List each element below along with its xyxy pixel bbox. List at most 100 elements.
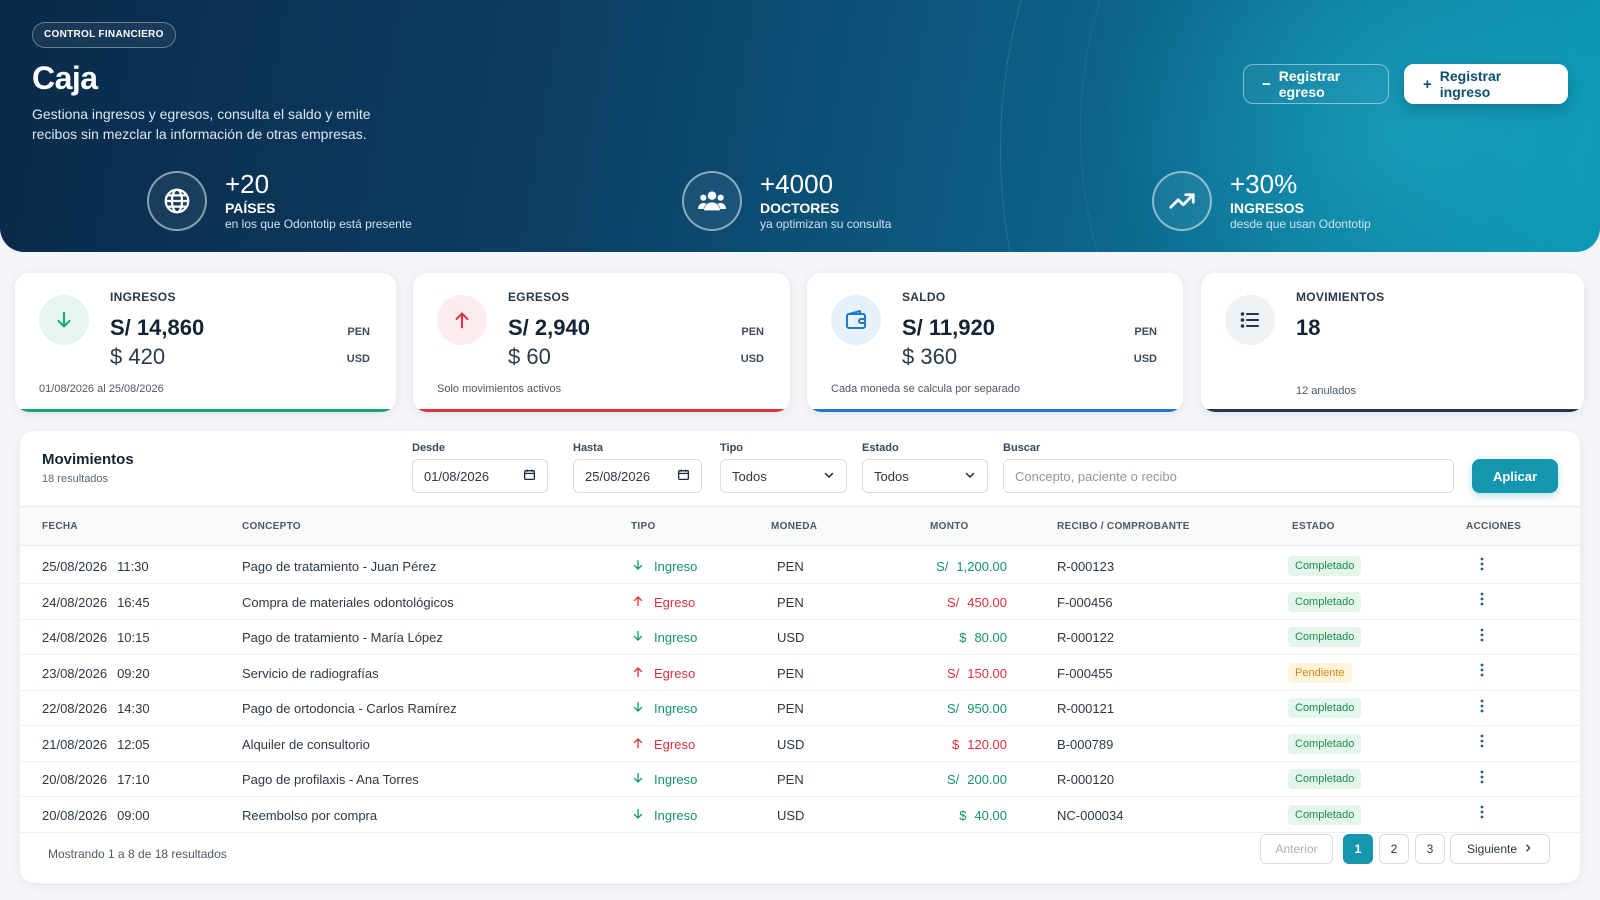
status-badge: Completado [1288, 769, 1362, 789]
table-header: FECHA CONCEPTO TIPO MONEDA MONTO RECIBO … [20, 506, 1580, 546]
register-income-button[interactable]: + Registrar ingreso [1404, 64, 1568, 104]
status-badge: Completado [1288, 733, 1362, 754]
filter-estado-select[interactable]: Todos [862, 459, 988, 493]
cell-concepto: Pago de profilaxis - Ana Torres [242, 772, 419, 787]
filter-hasta-date[interactable]: 25/08/2026 [573, 459, 702, 493]
calendar-icon [523, 468, 536, 484]
status-badge: Completado [1288, 698, 1362, 718]
arrow-up-icon [632, 595, 644, 610]
cell-tipo-label: Egreso [654, 665, 696, 681]
filter-tipo-select[interactable]: Todos [720, 459, 847, 493]
cell-date: 20/08/2026 [42, 807, 108, 823]
cell-monto: S/950.00 [887, 701, 1007, 716]
cell-recibo[interactable]: F-000456 [1057, 594, 1113, 610]
cell-concepto: Alquiler de consultorio [242, 736, 370, 752]
page-2-button[interactable]: 2 [1379, 834, 1409, 864]
movements-title: Movimientos [42, 451, 134, 468]
kpi-card-ingresos: INGRESOS S/ 14,860 $ 420 PEN USD 01/08/2… [15, 273, 396, 412]
row-actions-menu[interactable] [1472, 556, 1492, 576]
cell-fecha: 22/08/2026 14:30 [42, 701, 150, 716]
cell-tipo: Egreso [632, 595, 695, 610]
cell-date: 21/08/2026 [42, 736, 108, 752]
stat-doctors-value: +4000 [760, 169, 834, 199]
cell-recibo[interactable]: R-000122 [1057, 630, 1115, 645]
apply-filters-button[interactable]: Aplicar [1472, 459, 1558, 493]
filter-desde-date[interactable]: 01/08/2026 [412, 459, 548, 493]
cell-recibo[interactable]: R-000120 [1057, 772, 1115, 787]
stat-countries-value: +20 [225, 169, 270, 199]
row-actions-menu[interactable] [1472, 627, 1492, 647]
cell-date: 23/08/2026 [42, 665, 108, 681]
page-1-button[interactable]: 1 [1343, 834, 1373, 864]
cell-monto-value: 120.00 [967, 736, 1007, 752]
cell-monto-value: 150.00 [967, 665, 1007, 681]
kpi-saldo-pen: S/ 11,920 [902, 315, 995, 340]
row-actions-menu[interactable] [1472, 805, 1492, 825]
cell-monto: S/1,200.00 [887, 559, 1007, 574]
row-actions-menu[interactable] [1472, 663, 1492, 683]
kebab-icon [1480, 628, 1484, 647]
next-page-button[interactable]: Siguiente [1450, 834, 1550, 864]
cell-monto: $80.00 [887, 630, 1007, 645]
cell-tipo-label: Ingreso [654, 807, 698, 823]
table-row: 24/08/2026 10:15 Pago de tratamiento - Mar… [20, 619, 1580, 655]
wallet-icon [831, 295, 881, 345]
col-fecha: FECHA [42, 521, 78, 532]
status-badge: Completado [1288, 591, 1362, 612]
results-summary: Mostrando 1 a 8 de 18 resultados [48, 847, 227, 861]
table-row: 20/08/2026 09:00 Reembolso por compra Ingre… [20, 797, 1580, 833]
cell-recibo[interactable]: NC-000034 [1057, 807, 1124, 823]
page-3-button[interactable]: 3 [1415, 834, 1445, 864]
cell-time: 17:10 [117, 772, 150, 787]
arrow-down-icon [632, 701, 644, 716]
currency-pen-label: PEN [741, 326, 764, 338]
cell-recibo[interactable]: R-000121 [1057, 701, 1115, 716]
col-acciones: ACCIONES [1466, 521, 1522, 532]
kebab-icon [1480, 770, 1484, 789]
cell-recibo[interactable]: B-000789 [1057, 736, 1114, 752]
calendar-icon [677, 468, 690, 484]
kpi-egresos-usd: $ 60 [508, 344, 551, 369]
kebab-icon [1480, 699, 1484, 718]
kpi-saldo-label: SALDO [902, 290, 946, 304]
currency-usd-label: USD [346, 353, 370, 365]
chevron-down-icon [823, 469, 835, 484]
arrow-down-icon [632, 808, 644, 823]
section-pill: CONTROL FINANCIERO [32, 22, 176, 48]
register-expense-button[interactable]: − Registrar egreso [1243, 64, 1389, 104]
movements-count: 18 resultados [42, 473, 109, 485]
stat-countries-label: PAÍSES [225, 200, 276, 216]
cell-tipo: Ingreso [632, 772, 697, 787]
cell-tipo: Ingreso [632, 701, 697, 716]
cell-fecha: 20/08/2026 09:00 [42, 808, 150, 823]
cell-date: 22/08/2026 [42, 701, 108, 716]
row-actions-menu[interactable] [1472, 592, 1492, 612]
cell-recibo[interactable]: F-000455 [1057, 665, 1113, 681]
kpi-ingresos-pen: S/ 14,860 [110, 315, 205, 340]
cell-monto: $40.00 [887, 808, 1007, 823]
status-badge: Completado [1288, 627, 1362, 647]
stat-countries: +20 PAÍSES en los que Odontotip está pre… [147, 170, 412, 231]
minus-icon: − [1262, 75, 1271, 93]
cell-tipo-label: Ingreso [654, 630, 698, 645]
cell-monto-symbol: S/ [946, 665, 960, 681]
stat-doctors: +4000 DOCTORES ya optimizan su consulta [682, 170, 891, 231]
row-actions-menu[interactable] [1472, 698, 1492, 718]
currency-usd-label: USD [1133, 353, 1157, 365]
chevron-down-icon [964, 469, 976, 484]
stat-countries-sub: en los que Odontotip está presente [225, 217, 412, 231]
row-actions-menu[interactable] [1472, 734, 1492, 754]
row-actions-menu[interactable] [1472, 769, 1492, 789]
hero-banner: CONTROL FINANCIERO Caja Gestiona ingreso… [0, 0, 1600, 252]
search-input[interactable]: Concepto, paciente o recibo [1003, 459, 1454, 493]
table-row: 24/08/2026 16:45 Compra de materiales odon… [20, 584, 1580, 620]
table-row: 21/08/2026 12:05 Alquiler de consultorio Eg… [20, 726, 1580, 762]
kpi-saldo-usd: $ 360 [902, 344, 958, 369]
cell-monto: $120.00 [887, 737, 1007, 752]
stat-income-label: INGRESOS [1230, 200, 1304, 216]
cell-monto-symbol: S/ [946, 701, 960, 716]
prev-page-button[interactable]: Anterior [1260, 834, 1333, 864]
cell-recibo[interactable]: R-000123 [1057, 559, 1115, 574]
trend-up-icon [1152, 170, 1212, 231]
cell-time: 09:20 [117, 665, 150, 681]
